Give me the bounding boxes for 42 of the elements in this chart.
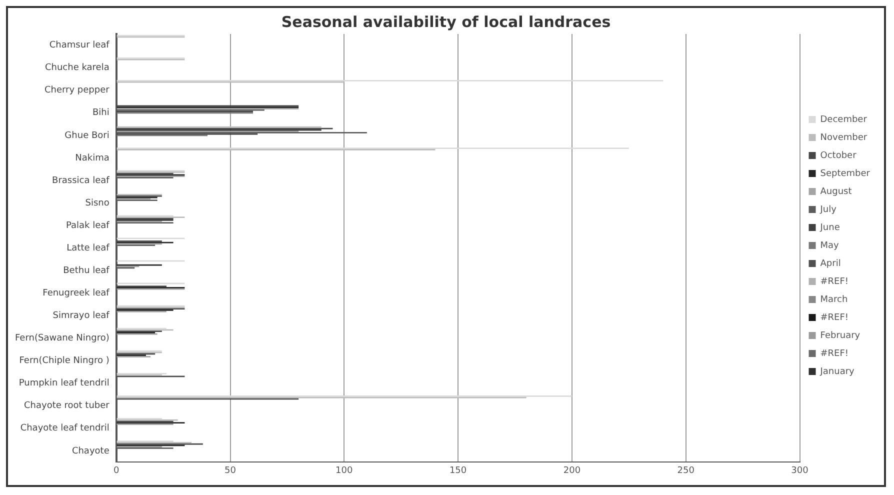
legend-label: #REF!	[820, 276, 849, 287]
y-tick-label: Chayote	[72, 446, 110, 456]
y-tick-label: Palak leaf	[66, 220, 110, 231]
y-tick-label: Chamsur leaf	[49, 40, 110, 51]
x-tick-label: 250	[677, 466, 695, 476]
legend-label: #REF!	[820, 312, 849, 323]
y-tick-label: Nakima	[75, 153, 110, 164]
legend-label: December	[820, 114, 868, 125]
legend-label: July	[819, 204, 838, 215]
legend-label: January	[819, 366, 856, 377]
y-tick-label: Fenugreek leaf	[42, 288, 110, 299]
x-tick-label: 50	[224, 466, 236, 476]
y-tick-label: Simrayo leaf	[52, 311, 110, 322]
x-tick-label: 150	[449, 466, 467, 476]
chart-title: Seasonal availability of local landraces	[281, 12, 611, 31]
legend-label: May	[820, 240, 840, 251]
y-tick-label: Fern(Chiple Ningro )	[19, 356, 110, 366]
legend-label: October	[820, 150, 857, 161]
legend-label: April	[820, 258, 841, 269]
y-tick-label: Chayote root tuber	[24, 401, 110, 412]
legend-label: March	[820, 294, 848, 305]
legend-label: #REF!	[820, 348, 849, 359]
legend-label: November	[820, 132, 868, 143]
x-tick-label: 0	[113, 466, 120, 476]
y-tick-label: Sisno	[85, 198, 110, 208]
legend-label: February	[820, 330, 861, 341]
x-tick-label: 200	[563, 466, 581, 476]
y-tick-label: Ghue Bori	[64, 130, 110, 141]
x-tick-label: 300	[791, 466, 809, 476]
y-tick-label: Chuche karela	[44, 63, 110, 74]
legend-label: August	[820, 186, 852, 197]
y-tick-label: Pumpkin leaf tendril	[18, 378, 110, 389]
y-tick-label: Cherry pepper	[44, 86, 110, 96]
x-tick-label: 100	[336, 466, 354, 476]
y-tick-label: Brassica leaf	[52, 176, 110, 186]
y-tick-label: Chayote leaf tendril	[20, 424, 110, 434]
legend-label: September	[820, 168, 870, 179]
y-tick-label: Bethu leaf	[63, 266, 110, 276]
y-tick-label: Bihi	[92, 108, 110, 118]
y-tick-label: Fern(Sawane Ningro)	[14, 334, 110, 344]
legend-label: June	[819, 222, 840, 233]
y-tick-label: Latte leaf	[66, 243, 110, 254]
